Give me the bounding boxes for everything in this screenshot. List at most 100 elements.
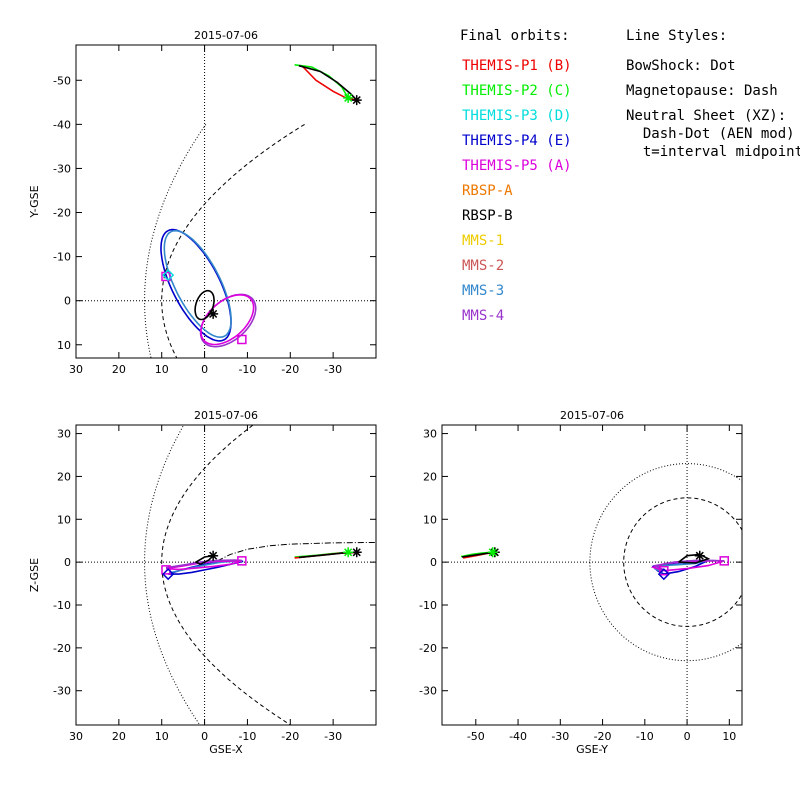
plot-area bbox=[76, 45, 376, 358]
line-styles-title: Line Styles: bbox=[626, 28, 727, 44]
legend-item-1: THEMIS-P2 (C) bbox=[462, 83, 572, 99]
orbit-themis-p2-c bbox=[294, 64, 349, 99]
legend-item-5: RBSP-A bbox=[462, 183, 513, 199]
x-tick-label: 30 bbox=[69, 363, 83, 376]
legend-item-7: MMS-1 bbox=[462, 233, 504, 249]
x-tick-label: 0 bbox=[684, 730, 691, 743]
line-styles-note: Line Styles: BowShock: Dot Magnetopause:… bbox=[626, 28, 800, 160]
line-style-3: Dash-Dot (AEN mod) bbox=[626, 126, 795, 142]
x-tick-label: -10 bbox=[238, 363, 256, 376]
star-marker bbox=[487, 547, 498, 558]
orbit-rbsp-b bbox=[298, 64, 358, 101]
y-tick-label: 10 bbox=[57, 339, 71, 352]
panel-xz: 2015-07-06 30 20 10 0 -10 -20 -30 30 20 10 0 -10 -20 -… bbox=[28, 409, 377, 756]
orbit-rbsp-a bbox=[678, 553, 711, 564]
x-tick-label: 10 bbox=[722, 730, 736, 743]
plot-frame bbox=[441, 424, 743, 726]
x-tick-label: -30 bbox=[324, 730, 342, 743]
legend-item-9: MMS-3 bbox=[462, 283, 504, 299]
star-marker bbox=[351, 547, 362, 558]
line-style-1: Magnetopause: Dash bbox=[626, 83, 778, 99]
bow-shock-curve bbox=[144, 425, 201, 725]
orbit-mms-4 bbox=[652, 559, 725, 571]
magnetopause-curve bbox=[161, 425, 292, 725]
legend-item-8: MMS-2 bbox=[462, 258, 504, 274]
y-tick-label: 20 bbox=[423, 470, 437, 483]
square-marker bbox=[161, 565, 171, 575]
x-tick-label: -10 bbox=[238, 730, 256, 743]
star-marker bbox=[343, 547, 354, 558]
y-tick-label: -20 bbox=[53, 642, 71, 655]
x-tick-label: -50 bbox=[467, 730, 485, 743]
y-tick-label: 30 bbox=[57, 428, 71, 441]
plot-frame bbox=[75, 424, 377, 726]
diamond-marker bbox=[162, 269, 175, 282]
y-tick-label: -10 bbox=[53, 251, 71, 264]
x-tick-label: 20 bbox=[112, 730, 126, 743]
x-tick-label: -20 bbox=[281, 730, 299, 743]
x-tick-label: 20 bbox=[112, 363, 126, 376]
x-axis-label: GSE-Y bbox=[576, 743, 608, 756]
plot-area bbox=[442, 425, 742, 725]
x-tick-label: -30 bbox=[324, 363, 342, 376]
y-tick-label: 0 bbox=[430, 556, 437, 569]
y-tick-label: 10 bbox=[423, 513, 437, 526]
y-tick-label: 10 bbox=[57, 513, 71, 526]
x-tick-label: -20 bbox=[594, 730, 612, 743]
panel-yz: 2015-07-06 -50 -40 -30 -20 -10 0 10 30 20 10 0 -10 -2… bbox=[419, 409, 743, 756]
diamond-marker bbox=[657, 568, 670, 581]
orbit-themis-p4-e bbox=[160, 228, 232, 342]
y-tick-label: 30 bbox=[423, 428, 437, 441]
x-tick-label: 0 bbox=[201, 730, 208, 743]
legend-item-10: MMS-4 bbox=[462, 308, 504, 324]
line-style-4: t=interval midpoint bbox=[626, 144, 800, 160]
panel-xy: 2015-07-06 30 20 10 0 -10 -20 -30 10 0 -10 -20 -30 -4… bbox=[28, 29, 377, 376]
legend-item-3: THEMIS-P4 (E) bbox=[462, 133, 572, 149]
orbit-rbsp-a bbox=[194, 289, 215, 321]
star-marker bbox=[351, 95, 362, 106]
magnetopause-curve bbox=[161, 123, 305, 358]
y-axis-label: Z-GSE bbox=[28, 558, 41, 592]
star-marker bbox=[343, 92, 354, 103]
y-tick-label: -10 bbox=[53, 599, 71, 612]
legend-title: Final orbits: bbox=[460, 28, 570, 44]
x-tick-label: -20 bbox=[281, 363, 299, 376]
y-tick-label: -10 bbox=[419, 599, 437, 612]
orbit-themis-p5-a bbox=[165, 560, 243, 571]
chart-title: 2015-07-06 bbox=[194, 29, 258, 42]
plot-frame bbox=[75, 44, 377, 359]
x-axis-label: GSE-X bbox=[209, 743, 243, 756]
bow-shock-circle bbox=[589, 463, 742, 662]
star-marker bbox=[694, 550, 705, 561]
y-tick-label: -30 bbox=[53, 685, 71, 698]
chart-title: 2015-07-06 bbox=[560, 409, 624, 422]
y-tick-label: -30 bbox=[53, 162, 71, 175]
plot-area bbox=[76, 425, 376, 725]
y-tick-label: -50 bbox=[53, 74, 71, 87]
x-tick-label: -30 bbox=[551, 730, 569, 743]
x-tick-label: -40 bbox=[509, 730, 527, 743]
x-tick-label: -10 bbox=[636, 730, 654, 743]
star-marker bbox=[208, 308, 219, 319]
y-tick-label: -40 bbox=[53, 118, 71, 131]
bow-shock-curve bbox=[144, 124, 207, 358]
legend-item-6: RBSP-B bbox=[462, 208, 513, 224]
y-tick-label: -20 bbox=[419, 642, 437, 655]
orbit-mms-3 bbox=[163, 229, 232, 339]
x-tick-label: 0 bbox=[201, 363, 208, 376]
legend-item-2: THEMIS-P3 (D) bbox=[462, 108, 572, 124]
square-marker bbox=[719, 556, 730, 566]
legend-item-0: THEMIS-P1 (B) bbox=[462, 58, 572, 74]
line-style-2: Neutral Sheet (XZ): bbox=[626, 108, 786, 124]
y-tick-label: 0 bbox=[64, 556, 71, 569]
legend: Final orbits: THEMIS-P1 (B) THEMIS-P2 (C… bbox=[460, 28, 572, 324]
x-tick-label: 10 bbox=[155, 363, 169, 376]
square-marker bbox=[237, 334, 247, 345]
square-marker bbox=[659, 565, 669, 576]
y-tick-label: -30 bbox=[419, 685, 437, 698]
x-tick-label: 10 bbox=[155, 730, 169, 743]
y-tick-label: 20 bbox=[57, 470, 71, 483]
chart-title: 2015-07-06 bbox=[194, 409, 258, 422]
legend-item-4: THEMIS-P5 (A) bbox=[462, 158, 572, 174]
